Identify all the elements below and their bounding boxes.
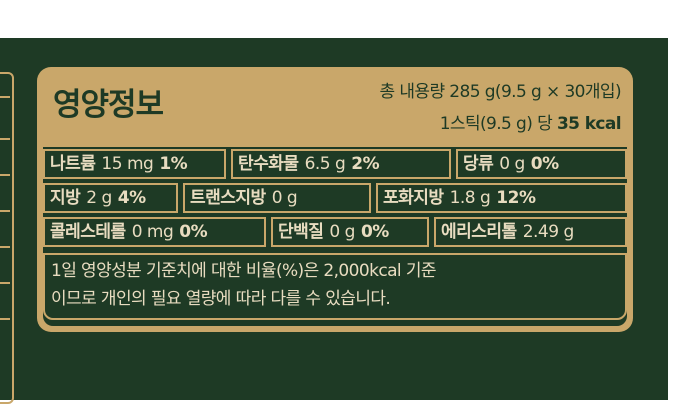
nutrient-daily-value: 4% [117,188,146,208]
nutrient-cell: 트랜스지방 0 g [183,183,371,213]
nutrient-amount: 2.49 g [522,222,575,242]
divider [0,282,10,284]
nutrient-table: 나트륨 15 mg 1% 탄수화물 6.5 g 2% 당류 0 g 0% 지방 … [43,147,627,326]
nutrient-amount: 0 g [499,154,525,174]
nutrient-amount: 15 mg [101,154,154,174]
nutrient-name: 콜레스테롤 [50,222,126,242]
footnote-line: 이므로 개인의 필요 열량에 따라 다를 수 있습니다. [51,289,391,309]
nutrient-daily-value: 1% [159,154,188,174]
nutrient-amount: 2 g [86,188,112,208]
calories-value: 35 kcal [556,114,622,134]
panel-title: 영양정보 [53,87,164,123]
divider [0,96,10,98]
daily-value-footnote: 1일 영양성분 기준치에 대한 비율(%)은 2,000kcal 기준 이므로 … [43,253,627,320]
nutrient-name: 당류 [463,154,494,174]
nutrient-cell: 에리스리톨 2.49 g [434,217,627,247]
panel-header: 영양정보 총 내용량 285 g(9.5 g × 30개입) 1스틱(9.5 g… [37,67,633,147]
divider [0,210,10,212]
nutrient-row: 나트륨 15 mg 1% 탄수화물 6.5 g 2% 당류 0 g 0% [43,149,627,179]
nutrient-name: 포화지방 [383,188,444,208]
nutrient-daily-value: 0% [530,154,559,174]
nutrient-daily-value: 12% [496,188,536,208]
nutrient-row: 지방 2 g 4% 트랜스지방 0 g 포화지방 1.8 g 12% [43,183,627,213]
nutrient-amount: 0 mg [131,222,174,242]
serving-info: 1스틱(9.5 g) 당 35 kcal [439,109,622,134]
nutrient-cell: 단백질 0 g 0% [271,217,429,247]
nutrient-cell: 탄수화물 6.5 g 2% [231,149,451,179]
nutrient-cell: 콜레스테롤 0 mg 0% [43,217,266,247]
nutrient-name: 지방 [50,188,81,208]
adjacent-label-edge [0,72,14,404]
serving-size: 1스틱(9.5 g) 당 [439,114,557,134]
footnote-line: 1일 영양성분 기준치에 대한 비율(%)은 2,000kcal 기준 [51,261,437,281]
nutrient-cell: 지방 2 g 4% [43,183,178,213]
nutrient-name: 나트륨 [50,154,96,174]
nutrient-cell: 포화지방 1.8 g 12% [376,183,627,213]
divider [0,318,10,320]
nutrient-name: 단백질 [278,222,324,242]
nutrient-amount: 0 g [271,188,298,208]
nutrient-name: 에리스리톨 [441,222,517,242]
nutrient-amount: 6.5 g [304,154,346,174]
nutrient-row: 콜레스테롤 0 mg 0% 단백질 0 g 0% 에리스리톨 2.49 g [43,217,627,247]
nutrient-name: 탄수화물 [238,154,299,174]
divider [0,138,10,140]
divider [0,174,10,176]
nutrient-daily-value: 0% [179,222,208,242]
divider [0,246,10,248]
nutrition-facts-panel: 영양정보 총 내용량 285 g(9.5 g × 30개입) 1스틱(9.5 g… [37,67,633,332]
nutrient-amount: 1.8 g [449,188,491,208]
nutrient-cell: 당류 0 g 0% [456,149,627,179]
nutrient-amount: 0 g [329,222,355,242]
nutrient-cell: 나트륨 15 mg 1% [43,149,226,179]
total-content: 총 내용량 285 g(9.5 g × 30개입) [379,82,622,102]
nutrient-daily-value: 2% [351,154,380,174]
nutrient-daily-value: 0% [360,222,389,242]
nutrient-name: 트랜스지방 [190,188,266,208]
